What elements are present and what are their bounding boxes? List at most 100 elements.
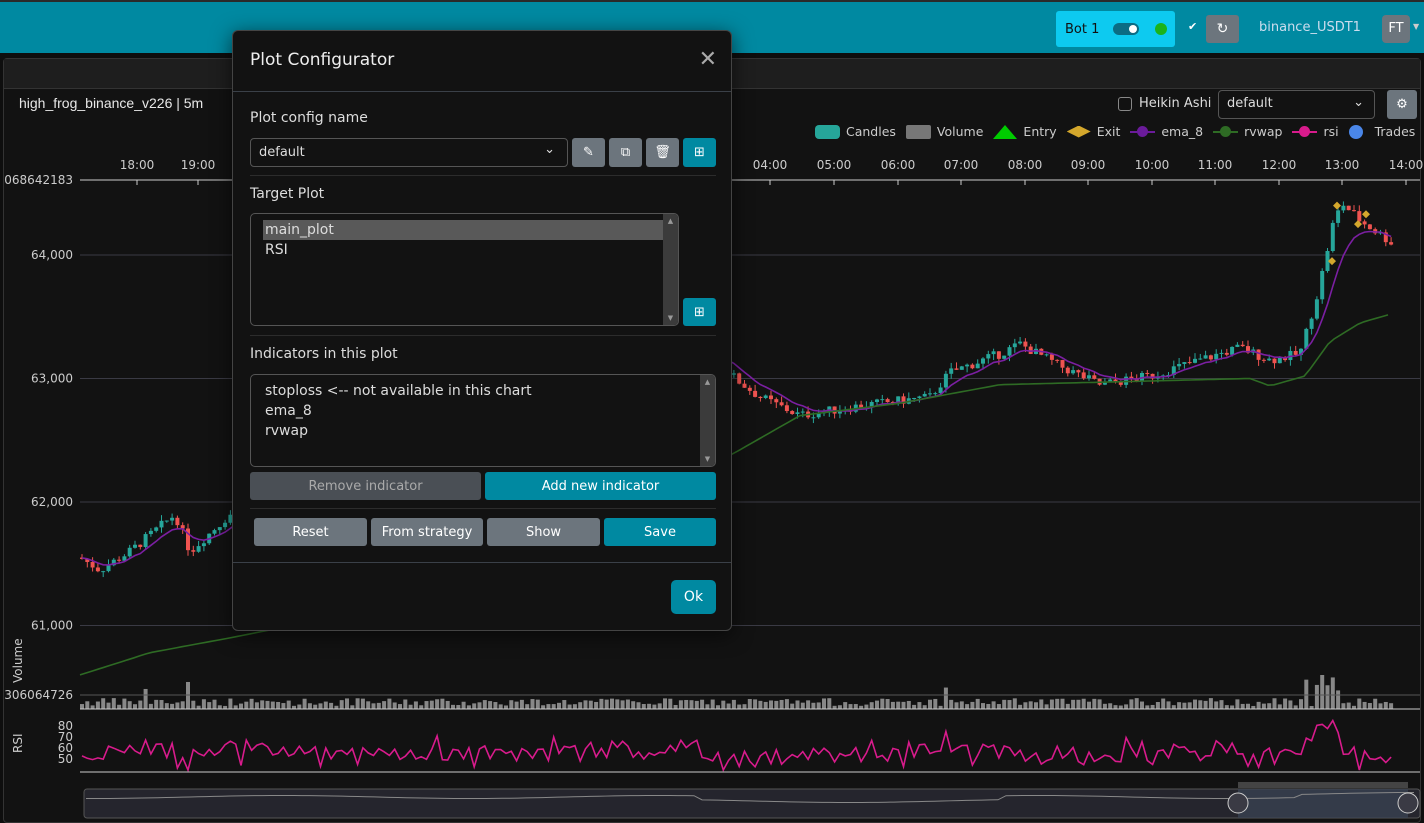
rename-config-button[interactable]: ✎ <box>572 138 605 167</box>
volume-bar <box>164 703 169 709</box>
legend-item[interactable]: Volume <box>905 124 983 139</box>
legend-item[interactable]: Trades <box>1348 124 1415 139</box>
volume-bar <box>1023 702 1028 709</box>
volume-bar <box>1177 702 1182 709</box>
user-avatar[interactable]: FT <box>1382 15 1410 43</box>
volume-bar <box>996 704 1001 709</box>
legend-item[interactable]: rvwap <box>1213 124 1282 139</box>
config-name-select[interactable]: default ⌄ <box>250 138 568 167</box>
legend-label: rvwap <box>1244 124 1283 139</box>
candle <box>938 387 943 394</box>
scrollbar[interactable]: ▲ ▼ <box>700 375 715 466</box>
volume-tick-label: 306064726 <box>4 688 73 702</box>
candle <box>180 525 185 529</box>
legend-item[interactable]: Candles <box>815 124 896 139</box>
from-strategy-button[interactable]: From strategy <box>371 518 483 546</box>
bot-toggle[interactable] <box>1113 23 1140 35</box>
candle <box>1108 379 1113 382</box>
indicator-option[interactable]: rvwap <box>265 423 308 439</box>
zoom-handle[interactable] <box>1227 792 1249 814</box>
legend-item[interactable]: Entry <box>993 124 1057 139</box>
caret-down-icon[interactable]: ▼ <box>1413 22 1420 31</box>
volume-bar <box>1203 700 1208 709</box>
volume-bar <box>1261 703 1266 709</box>
indicator-list[interactable]: stoploss <-- not available in this chart… <box>250 374 716 467</box>
candle <box>816 413 821 418</box>
candle <box>1256 349 1261 360</box>
target-plot-option[interactable]: main_plot <box>263 220 666 240</box>
price-tick-label: 64,000 <box>31 248 73 262</box>
time-tick-label: 14:00 <box>1389 158 1424 172</box>
duplicate-config-button[interactable]: ⧉ <box>609 138 642 167</box>
time-tick-label: 11:00 <box>1198 158 1233 172</box>
add-subplot-button[interactable]: ⊞ <box>683 298 716 326</box>
volume-bar <box>451 704 455 709</box>
volume-bar <box>509 700 514 709</box>
volume-bar <box>482 700 487 709</box>
target-plot-option[interactable]: RSI <box>265 242 288 258</box>
volume-bar <box>530 699 535 709</box>
legend-item[interactable]: rsi <box>1292 124 1339 139</box>
legend-item[interactable]: Exit <box>1066 124 1120 139</box>
volume-bar <box>350 705 355 709</box>
checkbox[interactable] <box>1118 96 1132 111</box>
rvwap-legend-icon <box>1213 125 1239 137</box>
volume-bar <box>885 699 890 709</box>
candle <box>1113 379 1118 382</box>
add-indicator-button[interactable]: Add new indicator <box>485 472 716 500</box>
candle <box>769 395 773 400</box>
volume-bar <box>557 702 561 709</box>
volume-bar <box>837 705 842 709</box>
volume-bar <box>678 700 683 709</box>
legend-label: Candles <box>846 124 896 139</box>
scrollbar[interactable]: ▲ ▼ <box>663 214 678 325</box>
volume-bar <box>403 699 408 709</box>
time-tick-label: 12:00 <box>1262 158 1297 172</box>
candle <box>1235 344 1240 347</box>
settings-button[interactable]: ⚙ <box>1387 90 1417 119</box>
volume-bar <box>1240 703 1245 709</box>
volume-bar <box>705 704 710 709</box>
candle <box>201 543 206 547</box>
volume-bar <box>869 702 874 709</box>
candle <box>143 534 148 547</box>
candle <box>1277 357 1282 364</box>
volume-bar <box>1018 704 1023 709</box>
delete-config-button[interactable]: 🗑 <box>646 138 679 167</box>
volume-bar <box>541 705 546 709</box>
zoom-handle[interactable] <box>1397 792 1419 814</box>
volume-bar <box>493 702 498 709</box>
candle <box>912 397 917 399</box>
time-tick-label: 08:00 <box>1008 158 1043 172</box>
add-config-button[interactable]: ⊞ <box>683 138 716 167</box>
volume-bar <box>880 698 885 709</box>
volume-bar <box>281 703 286 709</box>
save-button[interactable]: Save <box>604 518 716 546</box>
volume-bar <box>647 703 652 709</box>
refresh-button[interactable]: ↻ <box>1206 15 1239 43</box>
trash-icon: 🗑 <box>654 145 671 160</box>
ok-button[interactable]: Ok <box>671 580 716 614</box>
volume-bar <box>217 705 222 709</box>
candle <box>880 399 885 401</box>
close-icon[interactable]: ✕ <box>698 47 717 72</box>
divider <box>250 508 716 509</box>
candle <box>747 387 752 391</box>
bot-selector[interactable]: Bot 1 <box>1056 11 1175 47</box>
target-plot-list[interactable]: main_plot RSI ▲ ▼ <box>250 213 679 326</box>
volume-bar <box>1383 701 1388 709</box>
rsi-tick-label: 50 <box>58 752 73 766</box>
heikin-ashi-checkbox[interactable]: Heikin Ashi <box>1118 96 1211 111</box>
show-button[interactable]: Show <box>487 518 600 546</box>
candle <box>986 354 991 359</box>
volume-bar <box>360 698 365 709</box>
legend-item[interactable]: ema_8 <box>1130 124 1203 139</box>
candle <box>138 544 143 547</box>
indicator-option[interactable]: stoploss <-- not available in this chart <box>265 383 532 399</box>
volume-bar <box>689 700 694 709</box>
reset-button[interactable]: Reset <box>254 518 367 546</box>
indicator-option[interactable]: ema_8 <box>265 403 312 419</box>
volume-bar <box>334 705 339 709</box>
remove-indicator-button[interactable]: Remove indicator <box>250 472 481 500</box>
plot-config-select[interactable]: default ⌄ <box>1218 90 1375 119</box>
